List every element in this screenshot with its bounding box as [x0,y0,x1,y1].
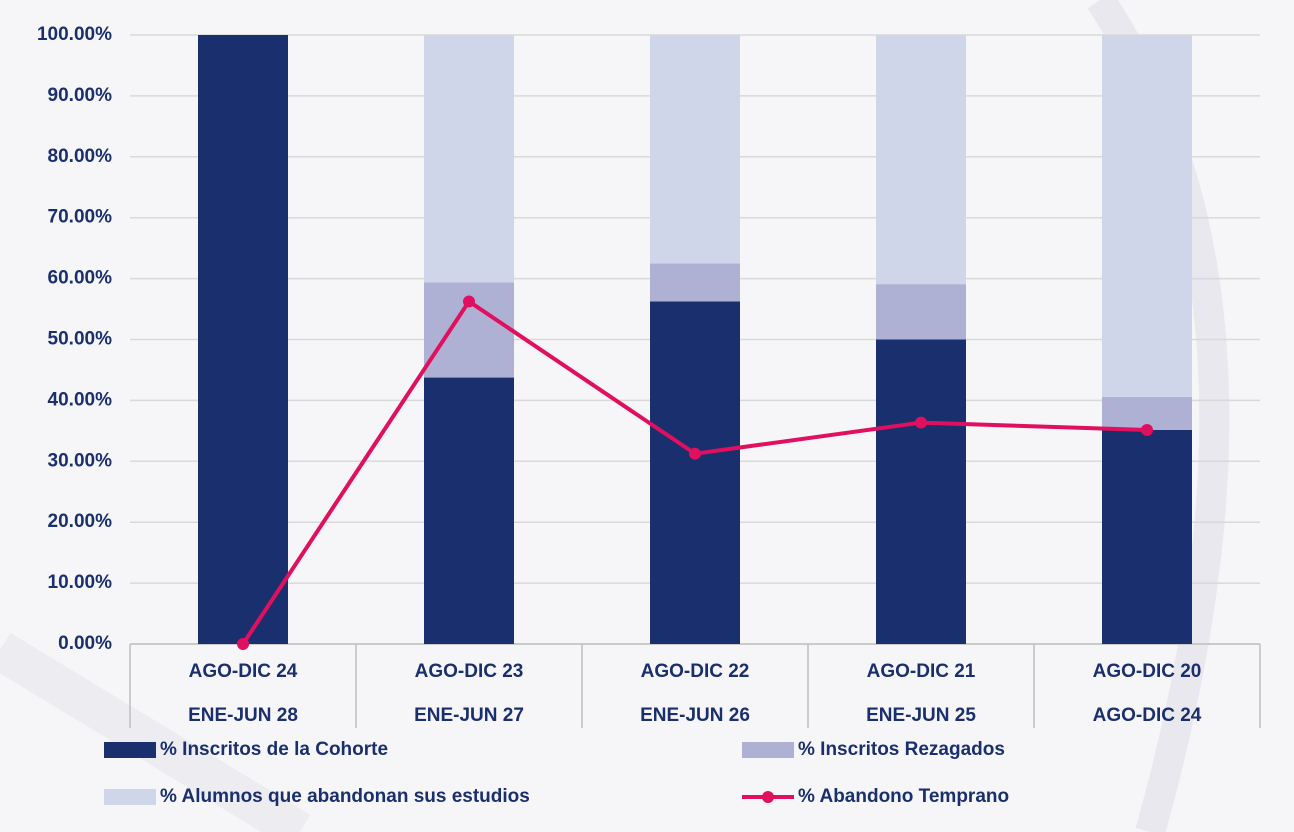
x-tick-label: AGO-DIC 22 [641,661,750,682]
y-tick-label: 80.00% [48,146,113,167]
legend-label: % Inscritos Rezagados [798,739,1005,760]
x-tick-label: AGO-DIC 20 [1093,661,1202,682]
legend-label: % Inscritos de la Cohorte [160,739,388,760]
legend-swatch [104,789,156,805]
x-tick-label: ENE-JUN 28 [188,705,298,726]
legend-label: % Abandono Temprano [798,786,1009,807]
y-tick-label: 30.00% [48,450,113,471]
bar [424,35,514,283]
y-tick-label: 40.00% [48,389,113,410]
bar [876,339,966,644]
legend-label: % Alumnos que abandonan sus estudios [160,786,530,807]
y-tick-label: 60.00% [48,268,113,289]
x-tick-label: ENE-JUN 26 [640,705,750,726]
bar [198,35,288,644]
line-point [689,447,701,460]
y-tick-label: 50.00% [48,329,113,350]
line-point [463,295,475,308]
x-tick-label: ENE-JUN 25 [866,705,976,726]
line-point [237,638,249,650]
y-tick-label: 20.00% [48,511,113,532]
y-tick-label: 90.00% [48,85,113,106]
y-tick-label: 100.00% [37,24,112,45]
legend-swatch [104,742,156,758]
y-tick-label: 70.00% [48,207,113,228]
legend-swatch [742,742,794,758]
line-point [1141,423,1153,436]
bar [650,301,740,644]
x-tick-label: AGO-DIC 21 [867,661,976,682]
y-tick-label: 0.00% [58,633,112,654]
watermark [0,632,311,832]
bar [650,263,740,302]
x-tick-label: AGO-DIC 24 [1093,705,1202,726]
bar [424,377,514,644]
bar [1102,34,1192,398]
bar [1102,429,1192,644]
bar [876,284,966,340]
line-point [915,416,927,429]
bar [876,35,966,285]
y-tick-label: 10.00% [48,572,113,593]
bar [650,35,740,264]
x-tick-label: AGO-DIC 24 [189,661,298,682]
x-tick-label: AGO-DIC 23 [415,661,524,682]
x-tick-label: ENE-JUN 27 [414,705,524,726]
legend-marker [762,791,774,803]
